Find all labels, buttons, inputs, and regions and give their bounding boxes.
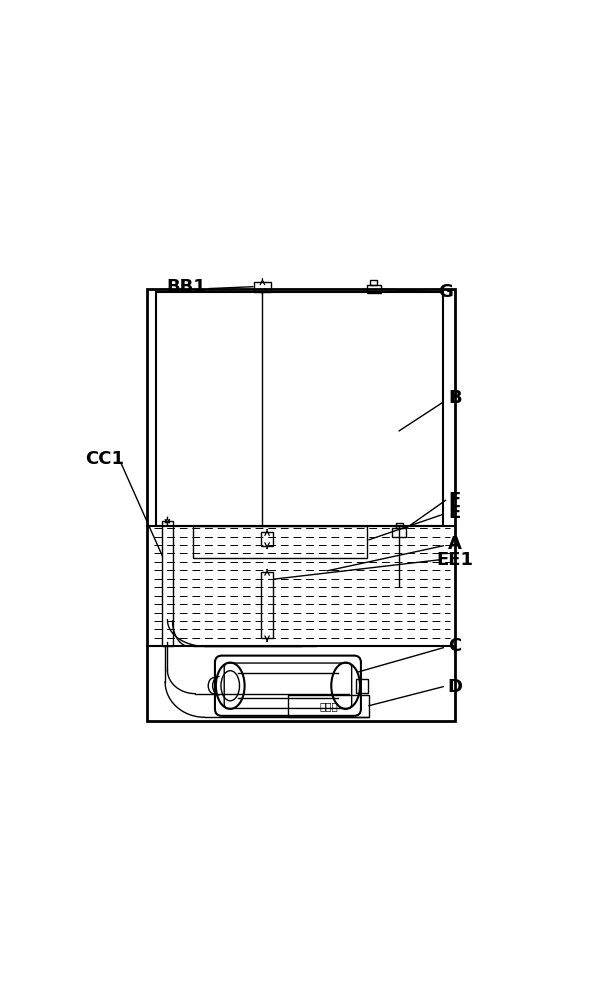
- Bar: [392, 528, 406, 537]
- Bar: [156, 292, 443, 526]
- Text: A: A: [448, 535, 462, 553]
- Bar: [367, 285, 381, 293]
- Text: E: E: [448, 504, 461, 522]
- Bar: [193, 526, 367, 558]
- Text: CC1: CC1: [86, 450, 124, 468]
- Bar: [370, 280, 377, 285]
- Text: D: D: [447, 678, 462, 696]
- Bar: [261, 572, 273, 638]
- Bar: [162, 521, 173, 646]
- Text: 控制器: 控制器: [319, 701, 338, 711]
- Bar: [254, 282, 271, 292]
- Text: G: G: [438, 283, 453, 301]
- Bar: [396, 523, 402, 528]
- Text: BB1: BB1: [166, 278, 206, 296]
- Bar: [288, 695, 369, 717]
- Text: C: C: [448, 637, 462, 655]
- Text: EE1: EE1: [437, 551, 473, 569]
- Bar: [356, 679, 368, 693]
- Bar: [147, 289, 455, 721]
- Text: B: B: [448, 389, 462, 407]
- Bar: [261, 532, 273, 546]
- Text: F: F: [448, 491, 461, 509]
